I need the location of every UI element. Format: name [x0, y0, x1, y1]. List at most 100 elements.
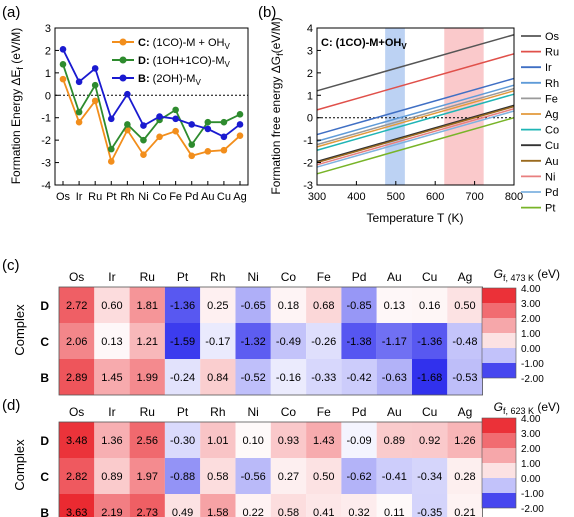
column-header-co: Co: [281, 270, 297, 284]
series-line-ir: [316, 77, 515, 136]
panel-c-cells: 2.72 0.60 1.81 -1.36 0.25 -0.65 0.18 0.68 -0.85 0…: [58, 286, 484, 396]
data-point-b-ni: [140, 122, 147, 129]
data-point-c-cu: [220, 146, 228, 154]
legend-entry-b: B: (2OH)-MV: [112, 73, 201, 87]
colorbar-tick-label: 0.00: [521, 474, 541, 485]
colorbar-tick-label: 1.00: [521, 329, 541, 340]
data-point-b-pt: [107, 115, 115, 123]
row-header-c: C: [40, 470, 49, 484]
panel-d-title-unit: (eV): [534, 400, 560, 414]
legend-sub-d: V: [224, 60, 230, 69]
data-point-b-ag: [236, 121, 244, 128]
column-header-au: Au: [387, 405, 402, 419]
heatmap-cell-c-pd: [341, 323, 377, 359]
colorbar-tick-label: 1.00: [521, 459, 541, 470]
panel-b-y-axis-label-sub: f: [275, 53, 285, 56]
heatmap-value-c-rh: 0.58: [207, 471, 228, 483]
panel-a-x-tick-label: Os: [56, 191, 71, 203]
panel-c-row-headers: D C B: [40, 299, 49, 385]
heatmap-value-c-cu: -1.36: [417, 336, 442, 348]
panel-c-colorbar: 4.00 3.00 2.00 1.00 0.00 -1.00 -2.00: [481, 284, 544, 385]
panel-a-x-tick-label: Pd: [185, 191, 198, 203]
panel-d-row-axis-label: Complex: [12, 439, 27, 491]
panel-b-y-tick-label: 2: [307, 68, 313, 80]
heatmap-value-c-ir: 0.13: [101, 336, 122, 348]
colorbar-segment-2: [482, 448, 516, 463]
panel-b-y-axis-label: Formation free energy ΔGf(eV/M): [269, 17, 285, 194]
heatmap-value-d-os: 2.72: [66, 300, 87, 312]
data-point-d-pd: [188, 141, 196, 148]
heatmap-cell-c-cu: [412, 323, 448, 359]
heatmap-cell-d-pd: [341, 422, 377, 458]
colorbar-frame: [481, 287, 517, 379]
data-point-c-ni: [140, 151, 147, 159]
heatmap-cell-b-ir: [94, 494, 130, 517]
heatmap-cell-c-co: [270, 323, 307, 359]
colorbar-segment-3: [482, 333, 516, 348]
heatmap-cell-d-rh: [200, 287, 236, 323]
data-point-b-ru: [91, 65, 99, 72]
heatmap-value-d-ni: 0.10: [242, 435, 263, 447]
column-header-co: Co: [281, 405, 297, 419]
heatmap-cell-d-os: [59, 287, 95, 323]
heatmap-value-b-ir: 2.19: [101, 507, 122, 517]
heatmap-value-b-pd: 0.32: [348, 507, 369, 517]
panel-a-x-tick-label: Fe: [169, 191, 182, 203]
heatmap-cell-c-os: [59, 323, 95, 359]
panel-b-x-tick-label: 600: [426, 191, 444, 203]
panel-label-a: (a): [2, 4, 20, 21]
heatmap-cell-b-co: [270, 494, 307, 517]
colorbar-tick-label: 4.00: [521, 414, 541, 425]
heatmap-cell-b-pd: [341, 359, 377, 395]
heatmap-value-d-ru: 2.56: [137, 435, 158, 447]
panel-d-colorbar: 4.00 3.00 2.00 1.00 0.00 -1.00 -2.00: [481, 414, 544, 515]
panel-label-c: (c): [2, 257, 20, 274]
heatmap-cell-d-fe: [306, 422, 342, 458]
data-point-b-rh: [124, 90, 131, 98]
heatmap-cell-b-ni: [235, 494, 271, 517]
column-header-ag: Ag: [458, 405, 473, 419]
legend-label-ni: Ni: [545, 171, 555, 183]
data-point-d-os: [59, 61, 67, 68]
panel-a-x-tick-label: Co: [153, 191, 167, 203]
heatmap-cell-b-rh: [200, 494, 236, 517]
legend-marker-c: [119, 38, 127, 46]
colorbar-segment-0: [482, 418, 516, 433]
panel-a-y-tick-label: 1: [45, 68, 51, 80]
heatmap-value-d-co: 0.93: [278, 435, 299, 447]
panel-a-x-tick-label: Pt: [106, 191, 116, 203]
column-header-pd: Pd: [352, 405, 367, 419]
colorbar-tick-label: 2.00: [521, 444, 541, 455]
colorbar-tick-label: 0.00: [521, 344, 541, 355]
data-point-d-fe: [172, 106, 179, 114]
legend-label-pt: Pt: [545, 203, 555, 215]
heatmap-value-b-ag: 0.21: [454, 507, 475, 517]
panel-b-plot-frame: [316, 27, 515, 186]
panel-b-y-tick-label: -1: [303, 135, 313, 147]
colorbar-tick-label: -1.00: [521, 489, 544, 500]
panel-a-series-group: [59, 46, 244, 165]
data-point-d-ag: [236, 111, 244, 118]
heatmap-cell-c-pd: [341, 458, 377, 494]
data-point-b-fe: [172, 115, 179, 123]
panel-c-column-headers: Os Ir Ru Pt Rh Ni Co Fe Pd Au Cu Ag: [69, 270, 472, 284]
heatmap-value-b-ni: 0.22: [242, 507, 263, 517]
heatmap-cell-d-cu: [412, 422, 448, 458]
heatmap-cell-d-rh: [200, 422, 236, 458]
panel-b-title-main: C: (1CO)-M+OH: [321, 37, 401, 49]
heatmap-value-c-os: 2.82: [66, 471, 87, 483]
heatmap-cell-c-ag: [447, 323, 483, 359]
panel-b-y-axis-label-unit: (eV/M): [269, 17, 283, 53]
heatmap-cell-d-pd: [341, 287, 377, 323]
row-header-b: B: [40, 506, 49, 517]
data-point-c-ir: [75, 118, 83, 126]
heatmap-value-c-rh: -0.17: [205, 336, 230, 348]
data-point-d-ir: [75, 108, 83, 116]
temperature-band-0: [385, 28, 405, 185]
panel-b-y-tick-label: 1: [307, 90, 313, 102]
panel-a-y-axis-label-main: Formation Energy ΔE: [9, 70, 23, 185]
heatmap-cell-d-co: [270, 287, 307, 323]
heatmap-cell-c-au: [376, 458, 412, 494]
heatmap-cell-b-ag: [447, 494, 483, 517]
heatmap-value-b-fe: 0.41: [313, 507, 334, 517]
